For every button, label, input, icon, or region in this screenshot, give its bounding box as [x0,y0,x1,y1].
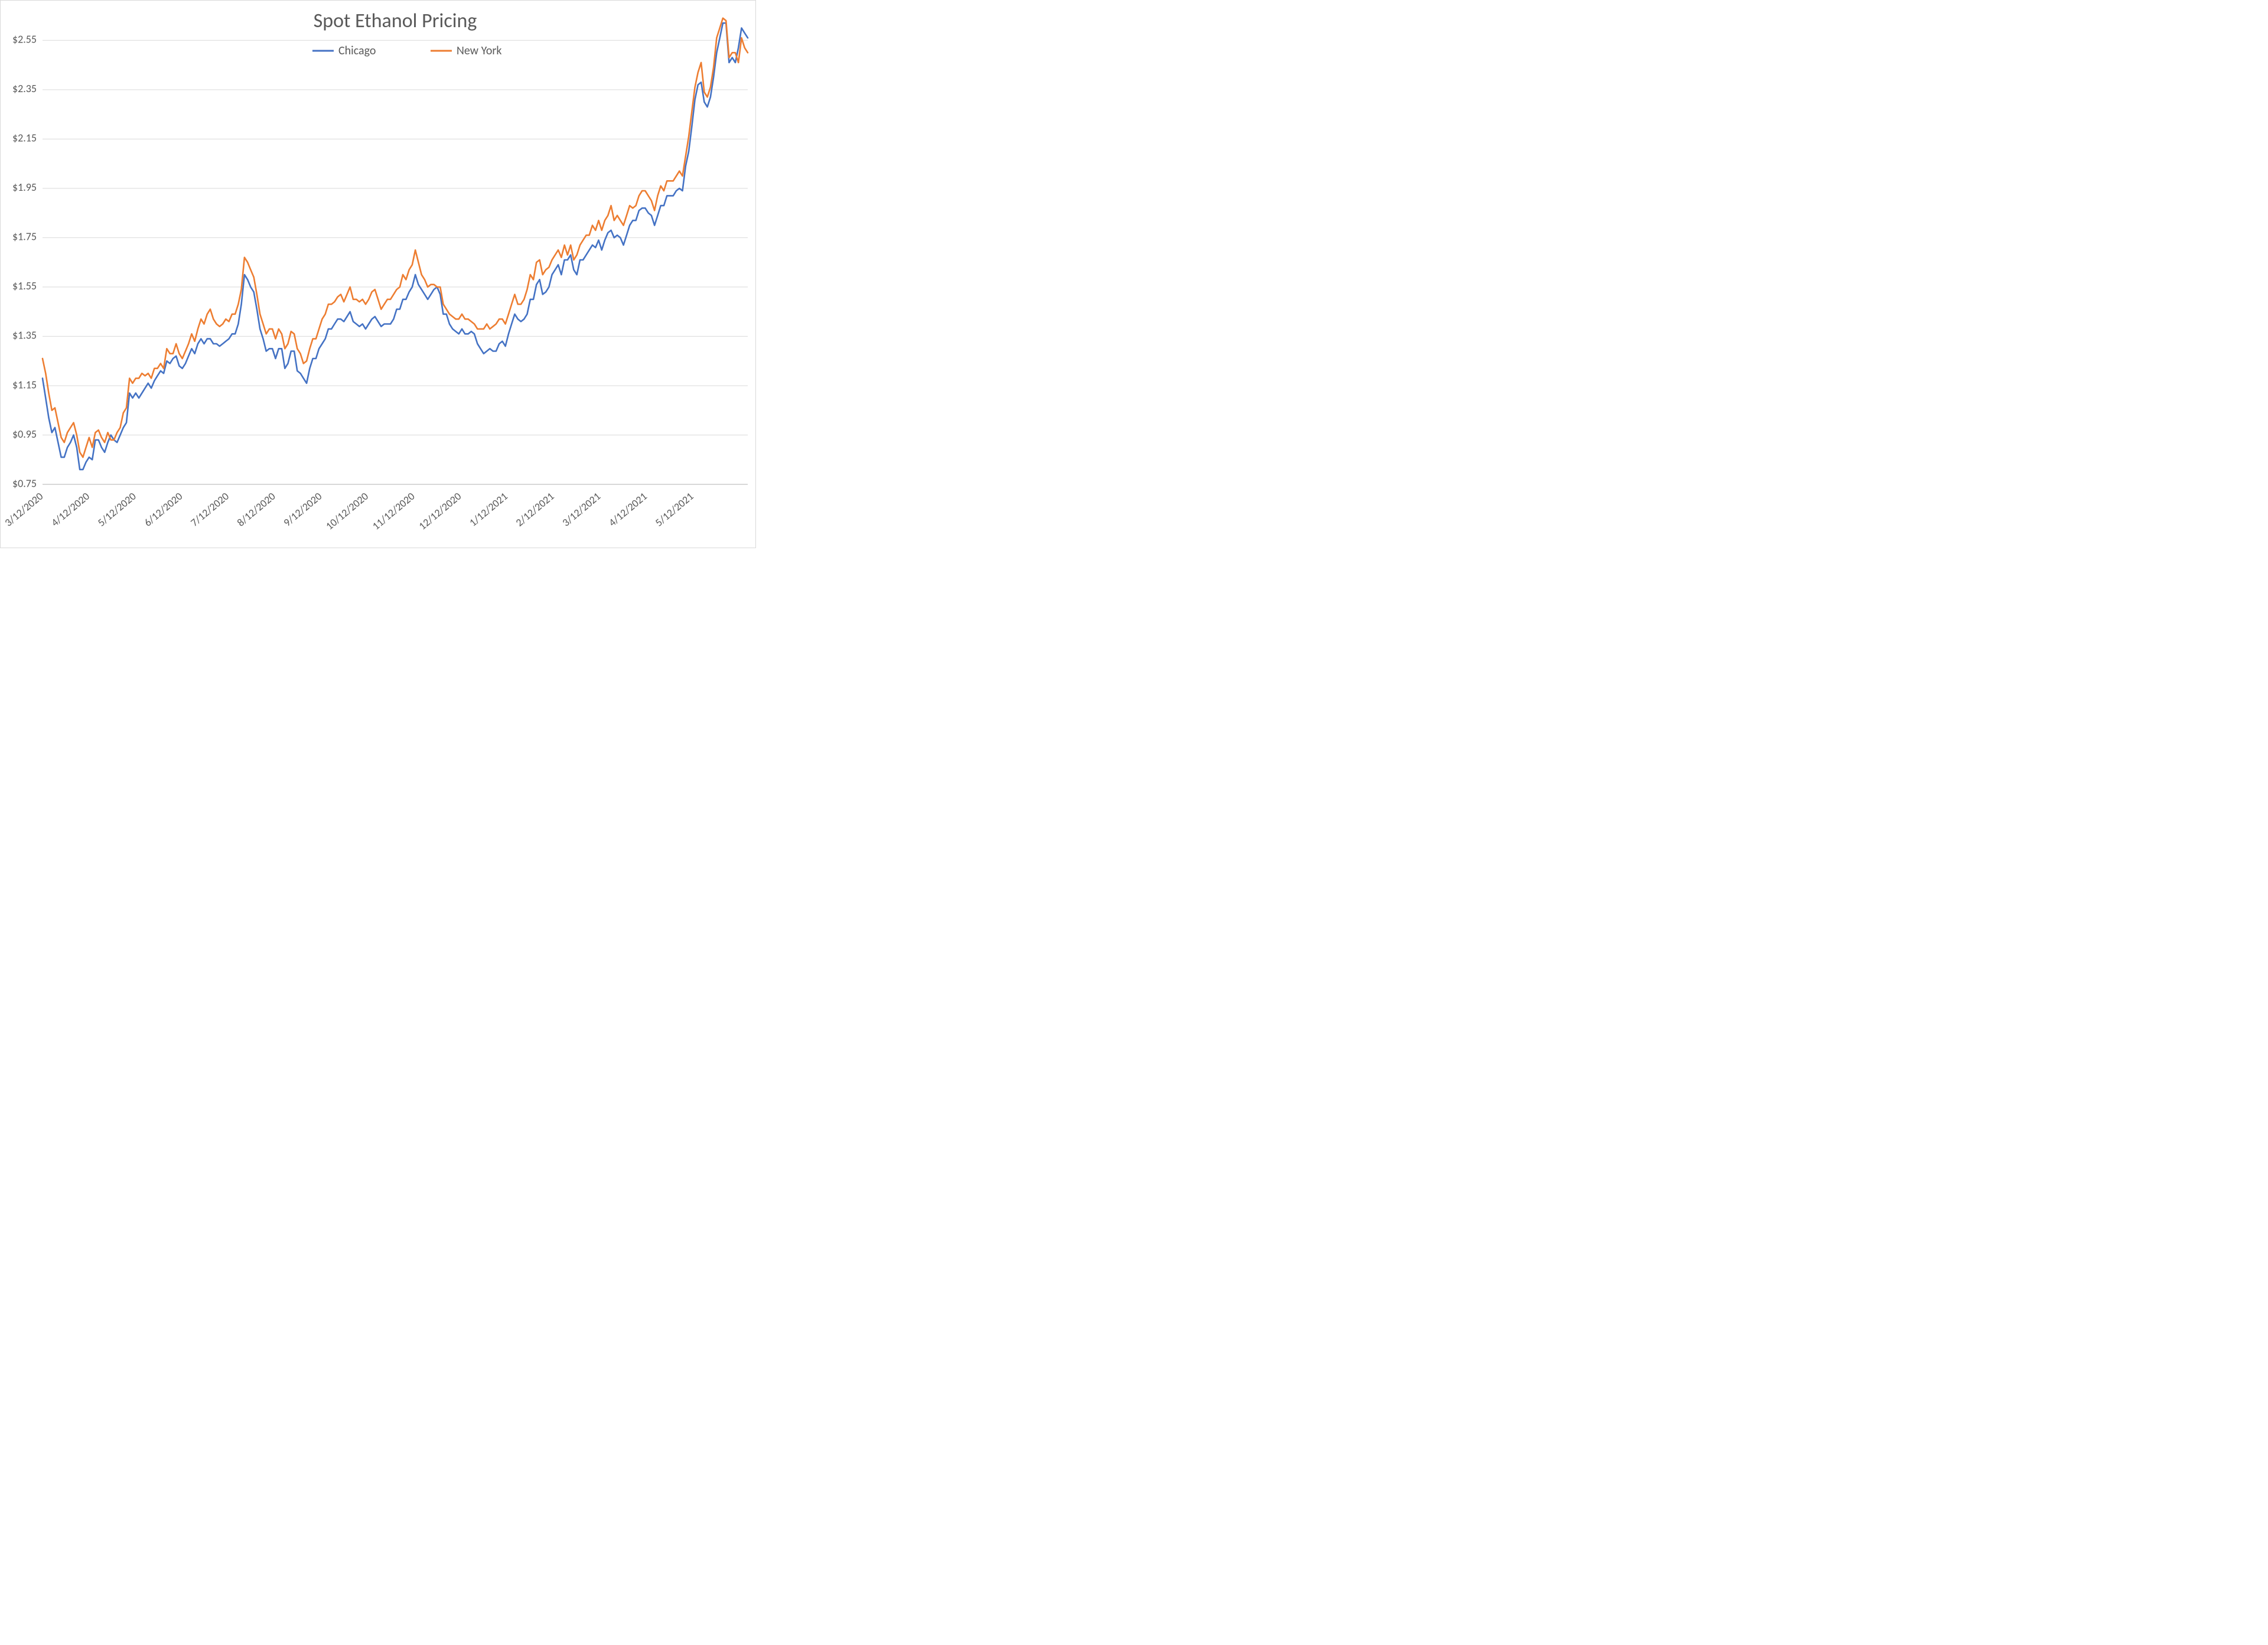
chart-svg: $0.75 $0.95 $1.15 $1.35 $1.55 $1.75 $1.95 $2.15… [0,0,756,548]
x-tick-label: 1/12/2021 [467,490,510,529]
y-tick-label: $0.95 [12,428,37,441]
x-tick-label: 3/12/2021 [559,490,603,529]
chart-title: Spot Ethanol Pricing [314,9,477,33]
y-tick-label: $0.75 [12,477,37,490]
x-tick: 1/12/2021 [467,490,510,529]
x-tick-label: 12/12/2020 [416,490,464,533]
x-tick-label: 4/12/2020 [48,490,92,529]
x-tick-label: 5/12/2021 [653,490,696,529]
y-tick-label: $1.55 [12,279,37,292]
x-tick-label: 4/12/2021 [606,490,650,529]
y-tick-label: $2.55 [12,33,37,46]
series-chicago [43,23,748,470]
x-tick: 12/12/2020 [416,490,464,533]
y-tick-label: $1.15 [12,378,37,391]
x-tick: 5/12/2021 [653,490,696,529]
x-tick: 10/12/2020 [323,490,371,533]
x-tick: 3/12/2020 [2,490,46,529]
x-tick: 11/12/2020 [370,490,418,533]
x-tick-label: 10/12/2020 [323,490,371,533]
x-tick: 4/12/2020 [48,490,92,529]
x-tick-label: 9/12/2020 [281,490,324,529]
x-tick-label: 2/12/2021 [513,490,557,529]
x-tick: 6/12/2020 [141,490,185,529]
x-tick: 7/12/2020 [188,490,232,529]
x-tick: 4/12/2021 [606,490,650,529]
x-tick: 9/12/2020 [281,490,324,529]
x-tick-label: 5/12/2020 [95,490,139,529]
y-tick-label: $2.35 [12,82,37,95]
y-tick-label: $1.95 [12,181,37,194]
outer-border [1,1,756,548]
legend-label: Chicago [338,44,376,58]
x-tick: 3/12/2021 [559,490,603,529]
x-tick: 8/12/2020 [234,490,278,529]
x-tick: 5/12/2020 [95,490,139,529]
legend-label: New York [457,44,501,58]
x-tick-label: 6/12/2020 [141,490,185,529]
x-tick-label: 3/12/2020 [2,490,46,529]
x-tick: 2/12/2021 [513,490,557,529]
y-tick-label: $2.15 [12,132,37,145]
x-tick-label: 11/12/2020 [370,490,418,533]
y-tick-label: $1.35 [12,329,37,342]
x-tick-label: 7/12/2020 [188,490,232,529]
y-tick-label: $1.75 [12,230,37,243]
chart-container: $0.75 $0.95 $1.15 $1.35 $1.55 $1.75 $1.95 $2.15… [0,0,756,548]
x-tick-label: 8/12/2020 [234,490,278,529]
